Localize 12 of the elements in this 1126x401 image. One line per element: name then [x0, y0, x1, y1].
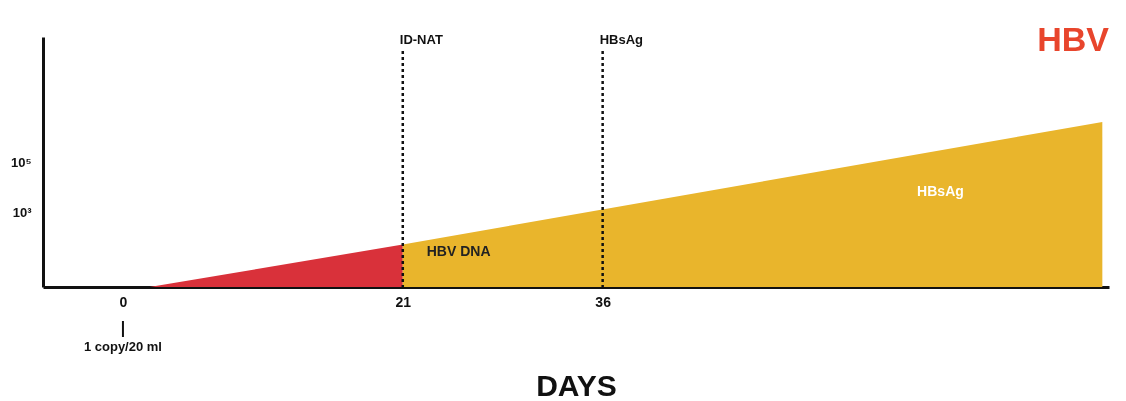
x-axis-title: DAYS	[536, 368, 617, 401]
x-tick-label: 21	[395, 293, 412, 310]
ref-line-label: ID-NAT	[399, 32, 443, 47]
y-tick-label: 10⁵	[10, 154, 32, 170]
y-tick-label: 10³	[12, 204, 33, 220]
chart-title: HBV	[1037, 20, 1110, 58]
annotation: HBV DNA	[426, 243, 491, 259]
text: 1 copy/20 ml	[83, 339, 162, 354]
x-tick-label: 0	[119, 293, 128, 310]
annotation: HBsAg	[917, 183, 964, 199]
x-tick-label: 36	[595, 293, 612, 310]
ref-line-label: HBsAg	[599, 32, 644, 47]
